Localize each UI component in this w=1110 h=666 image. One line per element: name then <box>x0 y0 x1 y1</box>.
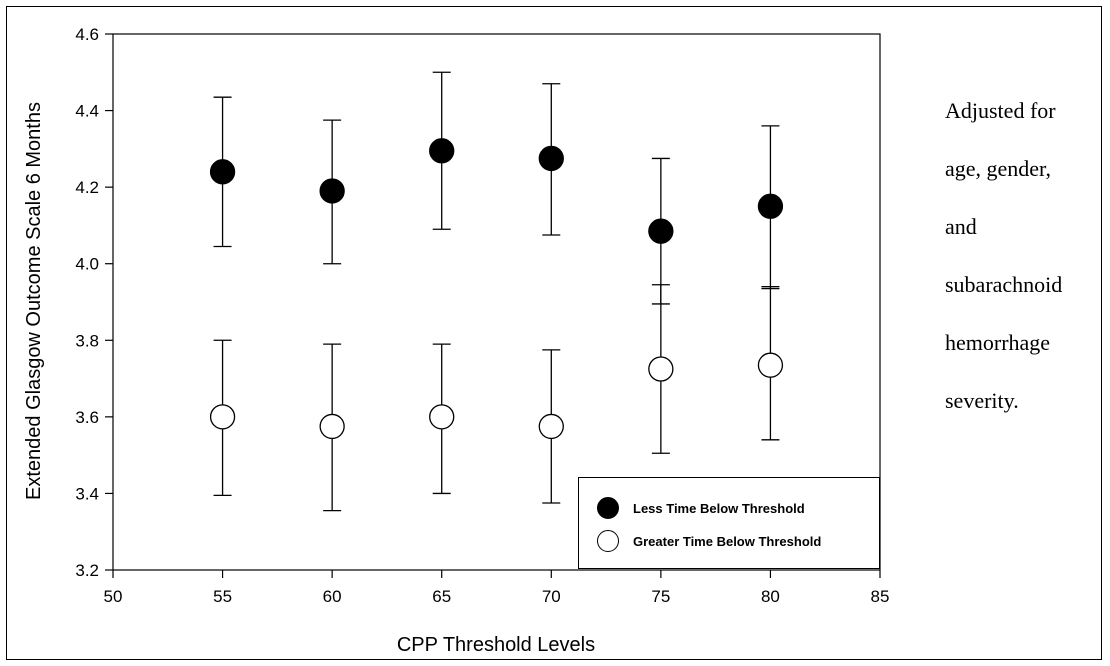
x-tick-label: 75 <box>651 587 670 606</box>
open-point <box>538 413 564 440</box>
x-tick-label: 70 <box>542 587 561 606</box>
side-note-line: Adjusted for <box>945 98 1056 123</box>
filled-point <box>538 145 564 172</box>
plot-border <box>112 33 881 571</box>
side-note-line: subarachnoid <box>945 272 1063 297</box>
figure-frame <box>6 6 1102 660</box>
x-tick-label: 55 <box>213 587 232 606</box>
legend-label: Greater Time Below Threshold <box>633 533 822 549</box>
y-axis-label: Extended Glasgow Outcome Scale 6 Months <box>23 102 45 500</box>
x-tick-label: 50 <box>104 587 123 606</box>
legend: Less Time Below Threshold Greater Time B… <box>578 477 880 569</box>
side-note-line: severity. <box>945 388 1019 413</box>
y-tick-label: 4.0 <box>75 255 99 274</box>
y-tick-label: 4.4 <box>75 102 99 121</box>
filled-point <box>648 218 674 244</box>
open-point <box>757 352 784 378</box>
side-note: Adjusted for age, gender, and subarachno… <box>945 98 1110 446</box>
x-tick-label: 60 <box>323 587 342 606</box>
x-tick-label: 65 <box>432 587 451 606</box>
x-axis-label: CPP Threshold Levels <box>397 634 595 656</box>
error-bars-layer <box>213 71 780 512</box>
points-layer <box>209 138 784 440</box>
y-tick-label: 3.2 <box>75 561 99 580</box>
y-tick-label: 4.6 <box>75 25 99 44</box>
legend-label: Less Time Below Threshold <box>633 500 805 516</box>
open-point <box>209 404 236 430</box>
y-tick-label: 4.2 <box>75 178 99 197</box>
open-point <box>648 356 674 382</box>
open-circle-icon <box>597 530 619 552</box>
x-tick-label: 85 <box>871 587 890 606</box>
y-tick-label: 3.8 <box>75 331 99 350</box>
legend-item-less-time: Less Time Below Threshold <box>597 496 805 520</box>
side-note-line: and <box>945 214 977 239</box>
legend-item-greater-time: Greater Time Below Threshold <box>597 529 821 553</box>
filled-circle-icon <box>597 497 619 519</box>
y-tick-label: 3.6 <box>75 408 99 427</box>
filled-point <box>429 138 455 164</box>
filled-point <box>319 178 345 204</box>
open-point <box>429 404 455 430</box>
open-point <box>319 413 345 440</box>
filled-point <box>209 159 236 185</box>
axes-layer: 50 55 60 65 70 75 80 85 3.2 3.4 3.6 3.8 4.0 4.2 4.4 4.6 <box>75 25 889 606</box>
side-note-line: age, gender, <box>945 156 1052 181</box>
filled-point <box>757 193 784 219</box>
y-tick-label: 3.4 <box>75 484 99 503</box>
x-tick-label: 80 <box>761 587 780 606</box>
side-note-line: hemorrhage <box>945 330 1051 355</box>
